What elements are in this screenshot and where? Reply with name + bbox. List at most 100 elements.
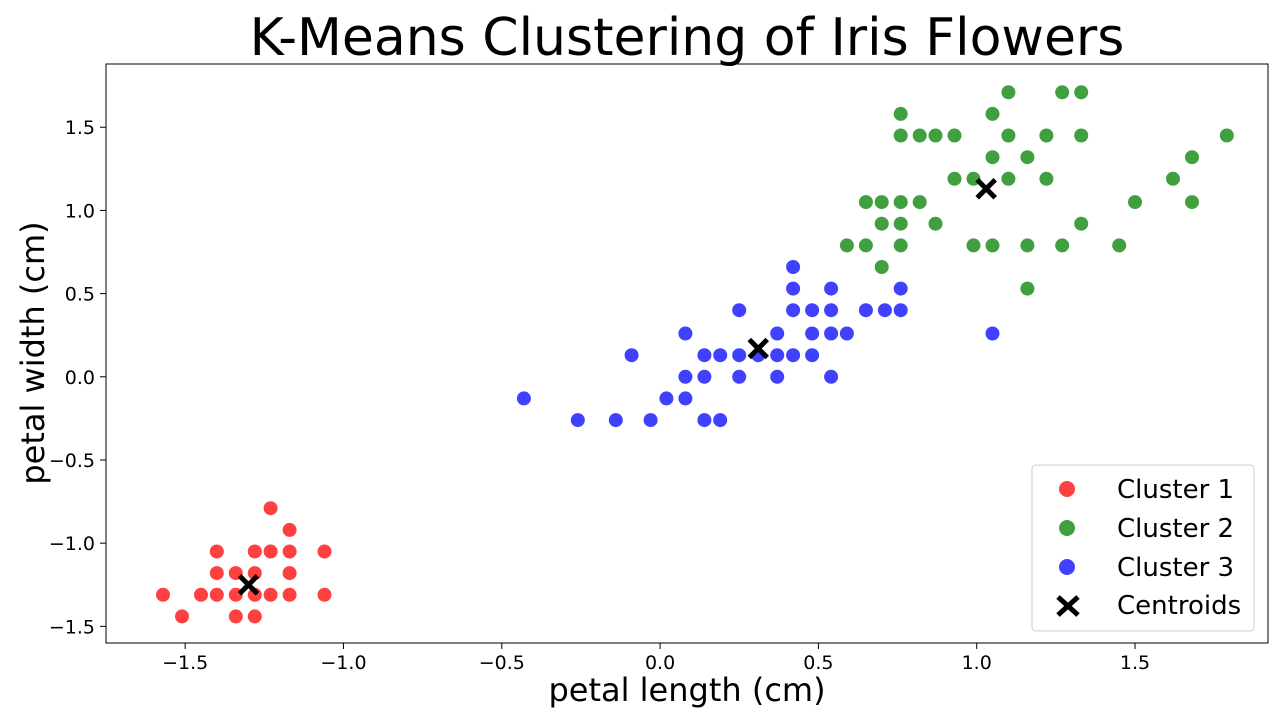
cluster-1-point: [263, 544, 278, 559]
x-tick-label: 1.5: [1120, 652, 1150, 674]
cluster-2-point: [1055, 238, 1070, 253]
cluster-3-point: [858, 303, 873, 318]
cluster-2-point: [1074, 128, 1089, 143]
y-axis-label: petal width (cm): [14, 221, 52, 484]
cluster-3-point: [805, 303, 820, 318]
cluster-2-point: [874, 195, 889, 210]
cluster-2-point: [1001, 128, 1016, 143]
cluster-1-point: [247, 544, 262, 559]
cluster-3-point: [770, 369, 785, 384]
x-axis-label: petal length (cm): [548, 671, 825, 709]
series-cluster-1: [156, 501, 332, 624]
cluster-3-point: [678, 326, 693, 341]
cluster-2-point: [1185, 195, 1199, 210]
cluster-3-point: [985, 326, 1000, 341]
cluster-1-point: [282, 522, 297, 537]
cluster-1-point: [175, 609, 189, 624]
cluster-2-point: [874, 260, 889, 274]
cluster-1-point: [317, 544, 332, 559]
cluster-2-point: [1020, 150, 1035, 165]
series-cluster-2: [839, 85, 1234, 296]
cluster-3-point: [786, 281, 801, 296]
x-tick-label: 1.0: [962, 652, 992, 674]
cluster-2-point: [893, 106, 908, 121]
cluster-2-point: [1001, 171, 1016, 186]
x-tick-label: −1.5: [162, 652, 208, 674]
cluster-3-point: [824, 369, 839, 384]
cluster-3-point: [713, 348, 728, 363]
cluster-2-point: [1001, 85, 1016, 100]
cluster-2-point: [1074, 216, 1089, 231]
legend-marker-centroids: [1056, 595, 1080, 617]
cluster-2-point: [928, 216, 943, 231]
cluster-2-point: [1074, 85, 1089, 100]
centroids-layer: [237, 178, 997, 596]
y-tick-label: −1.0: [49, 533, 95, 555]
cluster-3-point: [713, 413, 728, 428]
cluster-3-point: [697, 413, 712, 428]
cluster-3-point: [786, 348, 801, 363]
y-tick-label: 1.0: [65, 200, 95, 222]
y-axis-ticks: −1.5 −1.0 −0.5 0.0 0.5 1.0 1.5: [49, 117, 106, 638]
cluster-3-point: [893, 281, 908, 296]
cluster-3-point: [697, 348, 712, 363]
cluster-2-point: [893, 216, 908, 231]
legend-label-centroids: Centroids: [1117, 591, 1241, 621]
cluster-2-point: [985, 238, 1000, 253]
cluster-2-point: [1128, 195, 1142, 210]
cluster-1-point: [282, 566, 297, 581]
x-tick-label: −1.0: [320, 652, 366, 674]
y-tick-label: −1.5: [49, 616, 95, 638]
cluster-3-point: [877, 303, 892, 318]
cluster-1-point: [317, 587, 332, 602]
cluster-2-point: [858, 195, 873, 210]
cluster-2-point: [985, 150, 1000, 165]
chart-title: K-Means Clustering of Iris Flowers: [250, 8, 1125, 68]
cluster-1-point: [263, 501, 278, 516]
cluster-2-point: [947, 171, 962, 186]
cluster-2-point: [985, 106, 1000, 121]
cluster-2-point: [1020, 238, 1035, 253]
cluster-2-point: [874, 216, 889, 231]
cluster-3-point: [805, 326, 820, 341]
cluster-3-point: [659, 391, 674, 406]
cluster-2-point: [1039, 128, 1054, 143]
cluster-1-point: [263, 587, 278, 602]
cluster-2-point: [966, 238, 981, 253]
cluster-2-point: [893, 238, 908, 253]
cluster-2-point: [893, 195, 908, 210]
cluster-2-point: [928, 128, 943, 143]
cluster-2-point: [1166, 171, 1180, 186]
x-tick-label: −0.5: [479, 652, 525, 674]
cluster-2-point: [1112, 238, 1127, 253]
legend-marker-cluster-1: [1059, 481, 1075, 497]
cluster-2-point: [858, 238, 873, 253]
cluster-2-point: [1055, 85, 1070, 100]
cluster-3-point: [770, 348, 785, 363]
cluster-3-point: [697, 369, 712, 384]
cluster-3-point: [786, 303, 801, 318]
cluster-3-point: [570, 413, 585, 428]
legend-label-cluster-3: Cluster 3: [1117, 553, 1234, 583]
cluster-3-point: [893, 303, 908, 318]
cluster-1-point: [209, 544, 224, 559]
cluster-2-point: [1039, 171, 1054, 186]
data-points-layer: [156, 85, 1234, 624]
cluster-3-point: [824, 326, 839, 341]
cluster-2-point: [912, 195, 927, 210]
centroid-marker: [747, 337, 770, 360]
cluster-1-point: [194, 587, 208, 602]
centroid-marker: [975, 178, 997, 200]
cluster-1-point: [209, 566, 224, 581]
cluster-2-point: [947, 128, 962, 143]
cluster-1-point: [247, 609, 262, 624]
y-tick-label: 0.5: [65, 284, 95, 306]
legend-marker-cluster-2: [1059, 520, 1075, 536]
legend-marker-cluster-3: [1059, 559, 1075, 575]
cluster-3-point: [824, 303, 839, 318]
cluster-1-point: [282, 587, 297, 602]
cluster-1-point: [228, 609, 243, 624]
cluster-3-point: [678, 369, 693, 384]
cluster-2-point: [893, 128, 908, 143]
